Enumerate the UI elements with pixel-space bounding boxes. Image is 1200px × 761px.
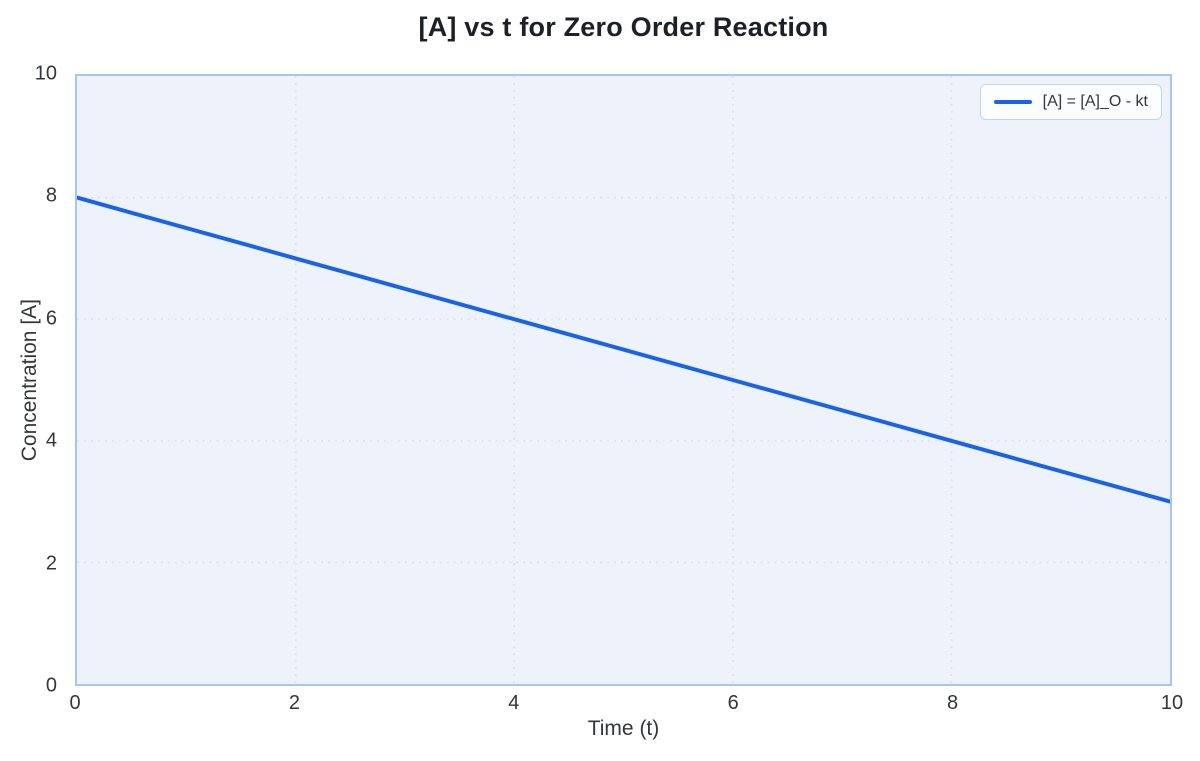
x-tick-label: 0 [69, 692, 81, 714]
plot-svg [77, 76, 1170, 684]
x-axis-ticks: 0 2 4 6 8 10 [69, 692, 1183, 718]
y-tick-label: 2 [45, 552, 57, 575]
legend: [A] = [A]_O - kt [979, 84, 1162, 120]
plot-area: [A] = [A]_O - kt [75, 74, 1172, 686]
y-tick-label: 4 [45, 429, 57, 452]
x-tick-label: 4 [508, 692, 520, 714]
x-tick-label: 6 [727, 692, 739, 714]
series-line [77, 195, 1170, 504]
y-tick-label: 10 [34, 62, 57, 85]
y-axis-ticks: 0 2 4 6 8 10 [0, 63, 66, 697]
legend-label: [A] = [A]_O - kt [1042, 93, 1148, 110]
y-tick-label: 0 [45, 674, 57, 697]
legend-line-swatch [993, 100, 1032, 104]
y-tick-label: 8 [45, 184, 57, 207]
chart-title: [A] vs t for Zero Order Reaction [418, 12, 829, 42]
y-tick-label: 6 [45, 307, 57, 330]
x-axis-label: Time (t) [587, 717, 660, 740]
x-tick-label: 10 [1160, 692, 1184, 714]
x-tick-label: 2 [288, 692, 300, 714]
x-tick-label: 8 [947, 692, 959, 714]
